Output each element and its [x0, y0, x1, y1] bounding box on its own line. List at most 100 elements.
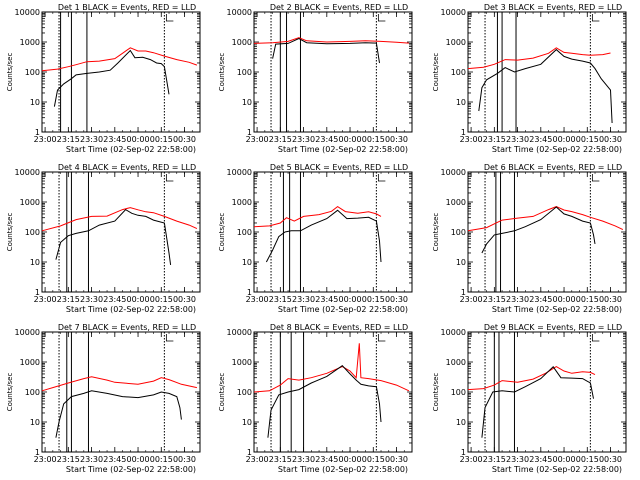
y-tick-label: 1	[35, 288, 40, 297]
y-tick-label: 1000	[446, 38, 466, 47]
x-tick-label: 23:30	[80, 455, 103, 464]
y-axis-label: Counts/sec	[6, 53, 14, 92]
y-tick-label: 10	[242, 98, 252, 107]
x-tick-label: 00:00	[127, 455, 150, 464]
chart-panel: 1 10 100 1000 10000 23:00 23:15 23:30 23:45 00:00…	[432, 163, 627, 314]
y-axis-label: Counts/sec	[6, 213, 14, 252]
x-tick-label: 00:30	[173, 135, 196, 144]
series-line-black	[55, 390, 182, 438]
series-line-black	[267, 365, 382, 438]
x-tick-label: 23:00	[246, 135, 269, 144]
series-line-black	[272, 38, 380, 64]
y-tick-label: 100	[451, 228, 466, 237]
chart-title: Det 4 BLACK = Events, RED = LLD	[58, 163, 196, 172]
plot-frame	[253, 11, 413, 133]
x-tick-label: 00:30	[599, 295, 622, 304]
x-axis-label: Start Time (02-Sep-02 22:58:00)	[492, 145, 622, 154]
x-tick-label: 23:30	[292, 135, 315, 144]
series-line-black	[265, 209, 382, 263]
y-tick-label: 1	[461, 128, 466, 137]
x-tick-label: 23:00	[34, 135, 57, 144]
x-tick-label: 00:15	[576, 295, 599, 304]
x-tick-label: 23:45	[103, 135, 126, 144]
x-tick-label: 23:15	[269, 135, 292, 144]
x-tick-label: 00:00	[553, 455, 576, 464]
x-tick-label: 23:15	[483, 455, 506, 464]
chart-title: Det 9 BLACK = Events, RED = LLD	[484, 323, 622, 332]
x-tick-label: 00:00	[553, 135, 576, 144]
marker-bracket	[377, 14, 386, 22]
series-line-red	[41, 376, 198, 392]
y-tick-label: 10000	[227, 168, 252, 177]
series-line-black	[53, 49, 170, 107]
x-tick-label: 00:30	[599, 455, 622, 464]
y-axis-label: Counts/sec	[432, 53, 440, 92]
x-tick-label: 23:15	[269, 455, 292, 464]
series-line-black	[481, 366, 594, 438]
x-tick-label: 23:30	[292, 455, 315, 464]
x-tick-label: 23:45	[315, 455, 338, 464]
y-tick-label: 10	[30, 258, 40, 267]
x-tick-label: 23:45	[103, 455, 126, 464]
chart-title: Det 1 BLACK = Events, RED = LLD	[58, 3, 196, 12]
y-axis-label: Counts/sec	[432, 373, 440, 412]
series-line-black	[55, 208, 172, 265]
y-tick-label: 10	[30, 98, 40, 107]
plot-frame	[467, 331, 627, 453]
x-axis-label: Start Time (02-Sep-02 22:58:00)	[66, 305, 196, 314]
y-tick-label: 10	[456, 98, 466, 107]
x-tick-label: 00:15	[576, 135, 599, 144]
y-tick-label: 100	[25, 68, 40, 77]
x-tick-label: 23:30	[506, 295, 529, 304]
y-tick-label: 10000	[227, 8, 252, 17]
plot-frame	[41, 331, 201, 453]
y-axis-label: Counts/sec	[432, 213, 440, 252]
y-tick-label: 100	[237, 228, 252, 237]
x-axis-label: Start Time (02-Sep-02 22:58:00)	[278, 465, 408, 474]
x-tick-label: 23:15	[269, 295, 292, 304]
chart-title: Det 8 BLACK = Events, RED = LLD	[270, 323, 408, 332]
x-tick-label: 00:15	[150, 295, 173, 304]
x-tick-label: 00:00	[339, 135, 362, 144]
x-tick-label: 00:30	[173, 455, 196, 464]
x-tick-label: 23:00	[246, 455, 269, 464]
x-tick-label: 23:15	[57, 455, 80, 464]
y-tick-label: 1	[35, 128, 40, 137]
chart-panel: 1 10 100 1000 10000 23:00 23:15 23:30 23:45 00:00…	[218, 3, 413, 154]
x-axis-label: Start Time (02-Sep-02 22:58:00)	[66, 465, 196, 474]
marker-bracket	[591, 14, 600, 22]
y-tick-label: 100	[237, 388, 252, 397]
chart-title: Det 6 BLACK = Events, RED = LLD	[484, 163, 622, 172]
series-line-red	[467, 47, 611, 70]
x-tick-label: 23:45	[529, 455, 552, 464]
series-line-black	[481, 206, 596, 254]
y-tick-label: 100	[25, 228, 40, 237]
chart-panel: 1 10 100 1000 10000 23:00 23:15 23:30 23:45 00:00…	[432, 3, 627, 154]
y-tick-label: 10000	[15, 328, 40, 337]
y-tick-label: 1000	[232, 358, 252, 367]
y-tick-label: 10000	[441, 8, 466, 17]
x-tick-label: 23:15	[483, 135, 506, 144]
x-tick-label: 00:00	[127, 295, 150, 304]
y-tick-label: 1000	[20, 358, 40, 367]
y-tick-label: 10	[30, 418, 40, 427]
y-axis-label: Counts/sec	[218, 213, 226, 252]
series-line-red	[467, 366, 596, 391]
x-tick-label: 00:15	[362, 455, 385, 464]
x-tick-label: 00:00	[127, 135, 150, 144]
x-tick-label: 23:45	[529, 135, 552, 144]
y-tick-label: 1000	[232, 198, 252, 207]
plot-frame	[467, 11, 627, 133]
x-tick-label: 00:30	[173, 295, 196, 304]
plot-frame	[41, 171, 201, 293]
y-tick-label: 100	[451, 68, 466, 77]
y-tick-label: 1000	[446, 198, 466, 207]
x-tick-label: 23:15	[57, 135, 80, 144]
x-tick-label: 23:45	[315, 135, 338, 144]
plot-frame	[467, 171, 627, 293]
y-tick-label: 100	[237, 68, 252, 77]
series-line-red	[253, 37, 409, 44]
x-axis-label: Start Time (02-Sep-02 22:58:00)	[492, 465, 622, 474]
y-tick-label: 10	[242, 418, 252, 427]
